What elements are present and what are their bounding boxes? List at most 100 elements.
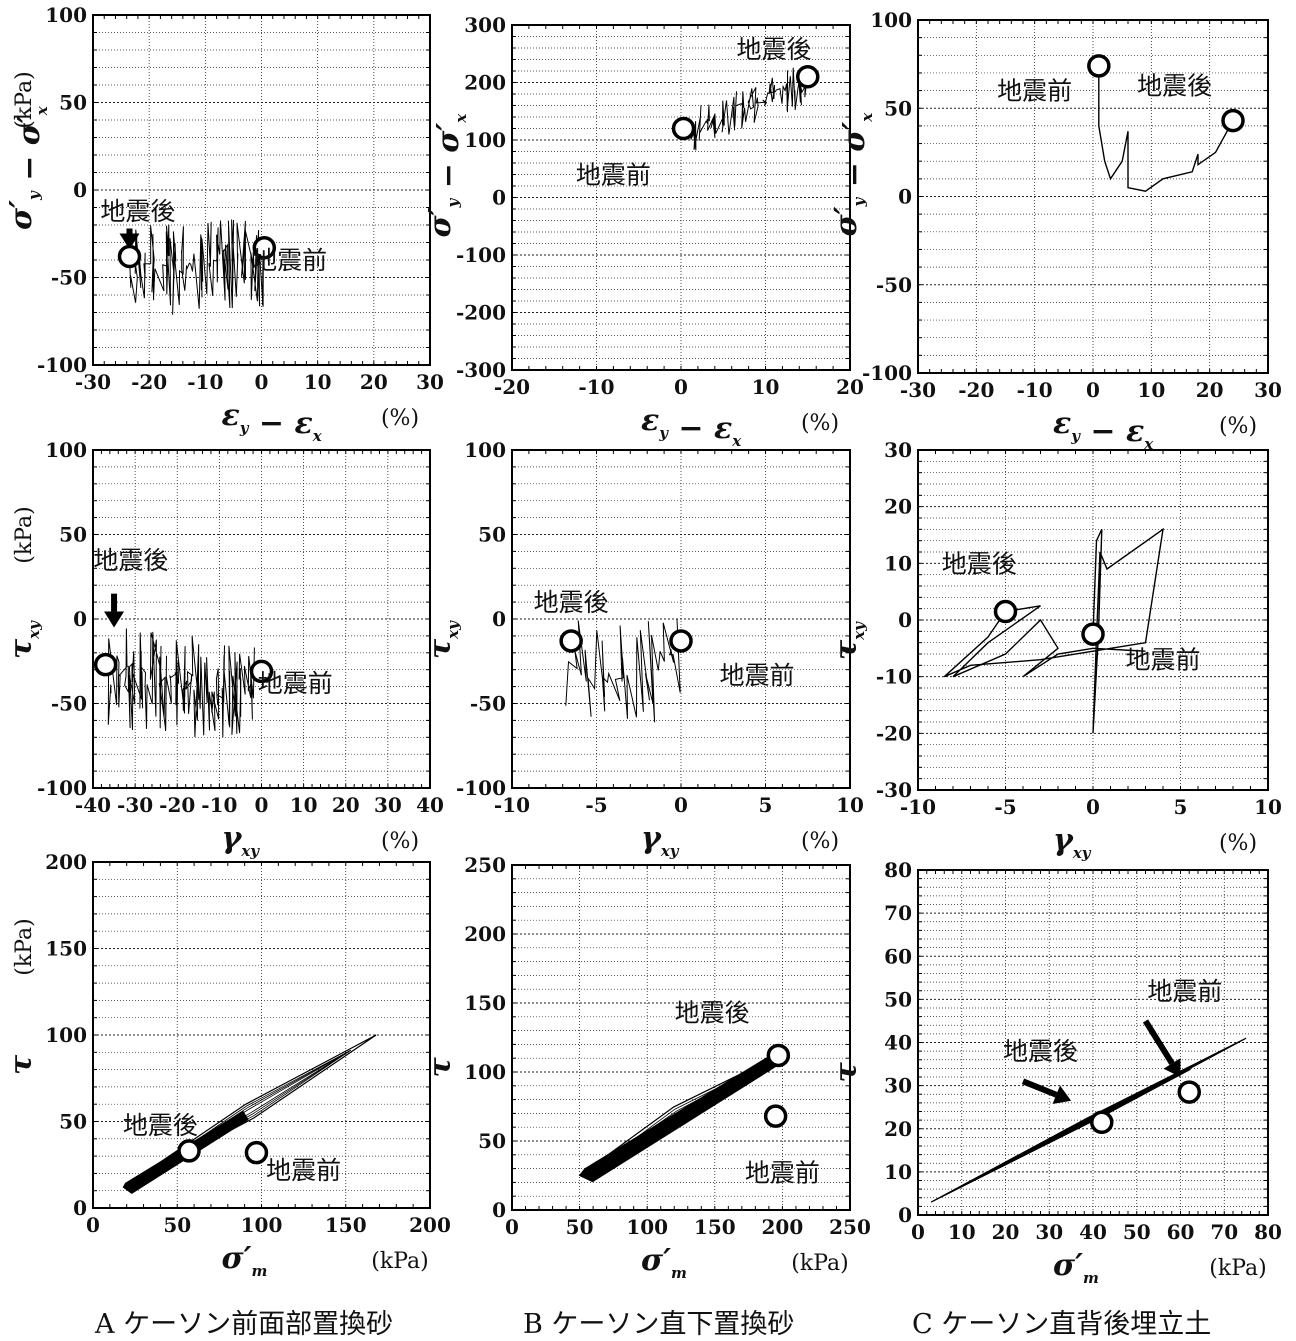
x-tick-label: 30	[1035, 1220, 1063, 1244]
y-tick-label: 30	[884, 438, 912, 462]
series-c2	[943, 527, 1164, 734]
y-axis-label-part: σ′	[423, 207, 458, 237]
x-axis-label: σ′m	[222, 1241, 268, 1280]
caption-a: A ケーソン前面部置換砂	[94, 1309, 393, 1340]
y-axis-label-part: τ	[829, 639, 864, 660]
x-axis-label-subscript: y	[1070, 427, 1081, 445]
x-axis-label-subscript: x	[1143, 435, 1154, 453]
x-tick-label: 0	[255, 370, 269, 394]
x-tick-label: -20	[131, 370, 167, 394]
y-tick-label: 50	[478, 1129, 506, 1153]
state-marker	[993, 599, 1018, 624]
y-axis-label-group: σ′y − σ′x	[4, 105, 51, 230]
state-marker	[1087, 54, 1111, 78]
x-axis-label-part: γ	[222, 821, 243, 856]
y-tick-label: 50	[884, 96, 912, 120]
data-curve	[1098, 65, 1234, 192]
y-tick-label: 250	[464, 853, 506, 877]
y-tick-label: 300	[464, 13, 506, 37]
y-axis-label-part: τ	[4, 638, 39, 659]
y-axis-unit: (kPa)	[12, 71, 37, 128]
state-marker	[559, 629, 583, 653]
annotation-label: 地震前	[720, 661, 795, 690]
y-tick-label: 0	[898, 185, 912, 209]
x-tick-label: -20	[958, 378, 994, 402]
y-axis-label-subscript: xy	[850, 621, 868, 641]
annotation-label: 地震後	[123, 1111, 198, 1140]
x-axis-label: γxy	[641, 821, 680, 860]
x-tick-label: -10	[187, 370, 223, 394]
x-tick-label: -10	[494, 793, 530, 817]
state-marker	[1081, 622, 1105, 646]
x-tick-label: 20	[360, 370, 388, 394]
data-curve	[978, 1054, 1215, 1178]
x-tick-label: 10	[290, 793, 318, 817]
x-axis-label-subscript: xy	[1072, 844, 1092, 862]
x-tick-label: 10	[836, 793, 864, 817]
y-axis-label-subscript: x	[452, 113, 470, 124]
annotation-label: 地震前	[266, 1156, 341, 1185]
y-tick-label: -300	[456, 358, 506, 382]
state-marker	[1090, 1110, 1114, 1135]
x-axis-label-part: σ′	[1053, 1248, 1083, 1283]
y-axis-unit-group: (kPa)	[12, 506, 37, 563]
y-axis-label-group: τxy	[423, 620, 462, 659]
x-axis-label-subscript: m	[671, 1264, 687, 1282]
x-axis-unit: (%)	[801, 411, 839, 436]
x-axis-label-part: − ε	[668, 411, 732, 446]
y-axis-label-subscript: x	[33, 105, 51, 116]
x-tick-label: 50	[566, 1215, 594, 1239]
y-tick-label: 0	[898, 608, 912, 632]
x-axis-unit: (%)	[801, 829, 839, 854]
x-tick-label: 30	[374, 793, 402, 817]
x-tick-label: 20	[992, 1220, 1020, 1244]
y-tick-label: 10	[884, 551, 912, 575]
y-axis-label: τxy	[4, 620, 43, 659]
y-tick-label: 100	[45, 438, 87, 462]
x-axis-unit: (%)	[381, 829, 419, 854]
x-tick-label: 10	[1137, 378, 1165, 402]
y-axis-label-part: σ′	[829, 206, 864, 236]
y-tick-label: 200	[45, 850, 87, 874]
plot-b1: -20 -10 0 10 20-300-200-1000100200300地震後地震前ε…	[423, 13, 864, 450]
x-tick-label: 40	[416, 793, 444, 817]
x-axis-label-part: ε	[641, 403, 659, 438]
y-axis-label-subscript: y	[444, 197, 462, 208]
plot-frame	[511, 864, 851, 1211]
y-tick-label: 50	[59, 91, 87, 115]
arrow-head	[104, 611, 125, 628]
annotation-label: 地震前	[997, 77, 1072, 106]
arrow-shaft	[1021, 1078, 1058, 1098]
y-tick-label: -200	[456, 301, 506, 325]
y-axis-label-group: τxy	[829, 621, 868, 660]
x-tick-label: 150	[325, 1213, 367, 1237]
x-axis-unit: (%)	[1219, 831, 1257, 856]
y-axis-label-part: τ	[829, 1062, 864, 1083]
data-curve	[681, 67, 807, 151]
plot-a2: -40 -30 -20 -10 0 10 20 30 40-100-50050100地震後地震前…	[4, 438, 444, 860]
y-axis-label: τxy	[829, 621, 868, 660]
y-tick-label: -100	[456, 776, 506, 800]
y-axis-label: τ	[829, 1062, 864, 1083]
x-axis-label-subscript: m	[252, 1262, 268, 1280]
x-axis-label-subscript: xy	[660, 842, 680, 860]
x-axis-label-part: ε	[222, 398, 240, 433]
x-tick-label: 10	[948, 1220, 976, 1244]
y-axis-label: σ′y − σ′x	[4, 105, 51, 230]
y-tick-label: 60	[884, 944, 912, 968]
x-axis-label-subscript: y	[658, 424, 669, 442]
y-tick-label: 100	[464, 1060, 506, 1084]
y-tick-label: 30	[884, 1074, 912, 1098]
y-tick-label: 40	[884, 1031, 912, 1055]
y-axis-label-part: τ	[4, 1054, 39, 1075]
x-axis-label-part: − ε	[1080, 414, 1144, 449]
x-tick-label: 40	[1079, 1220, 1107, 1244]
x-axis-label: εy − εx	[222, 398, 323, 445]
y-tick-label: 0	[492, 1198, 506, 1222]
x-axis-label-part: γ	[641, 821, 662, 856]
x-tick-label: 50	[1123, 1220, 1151, 1244]
x-tick-label: 20	[332, 793, 360, 817]
